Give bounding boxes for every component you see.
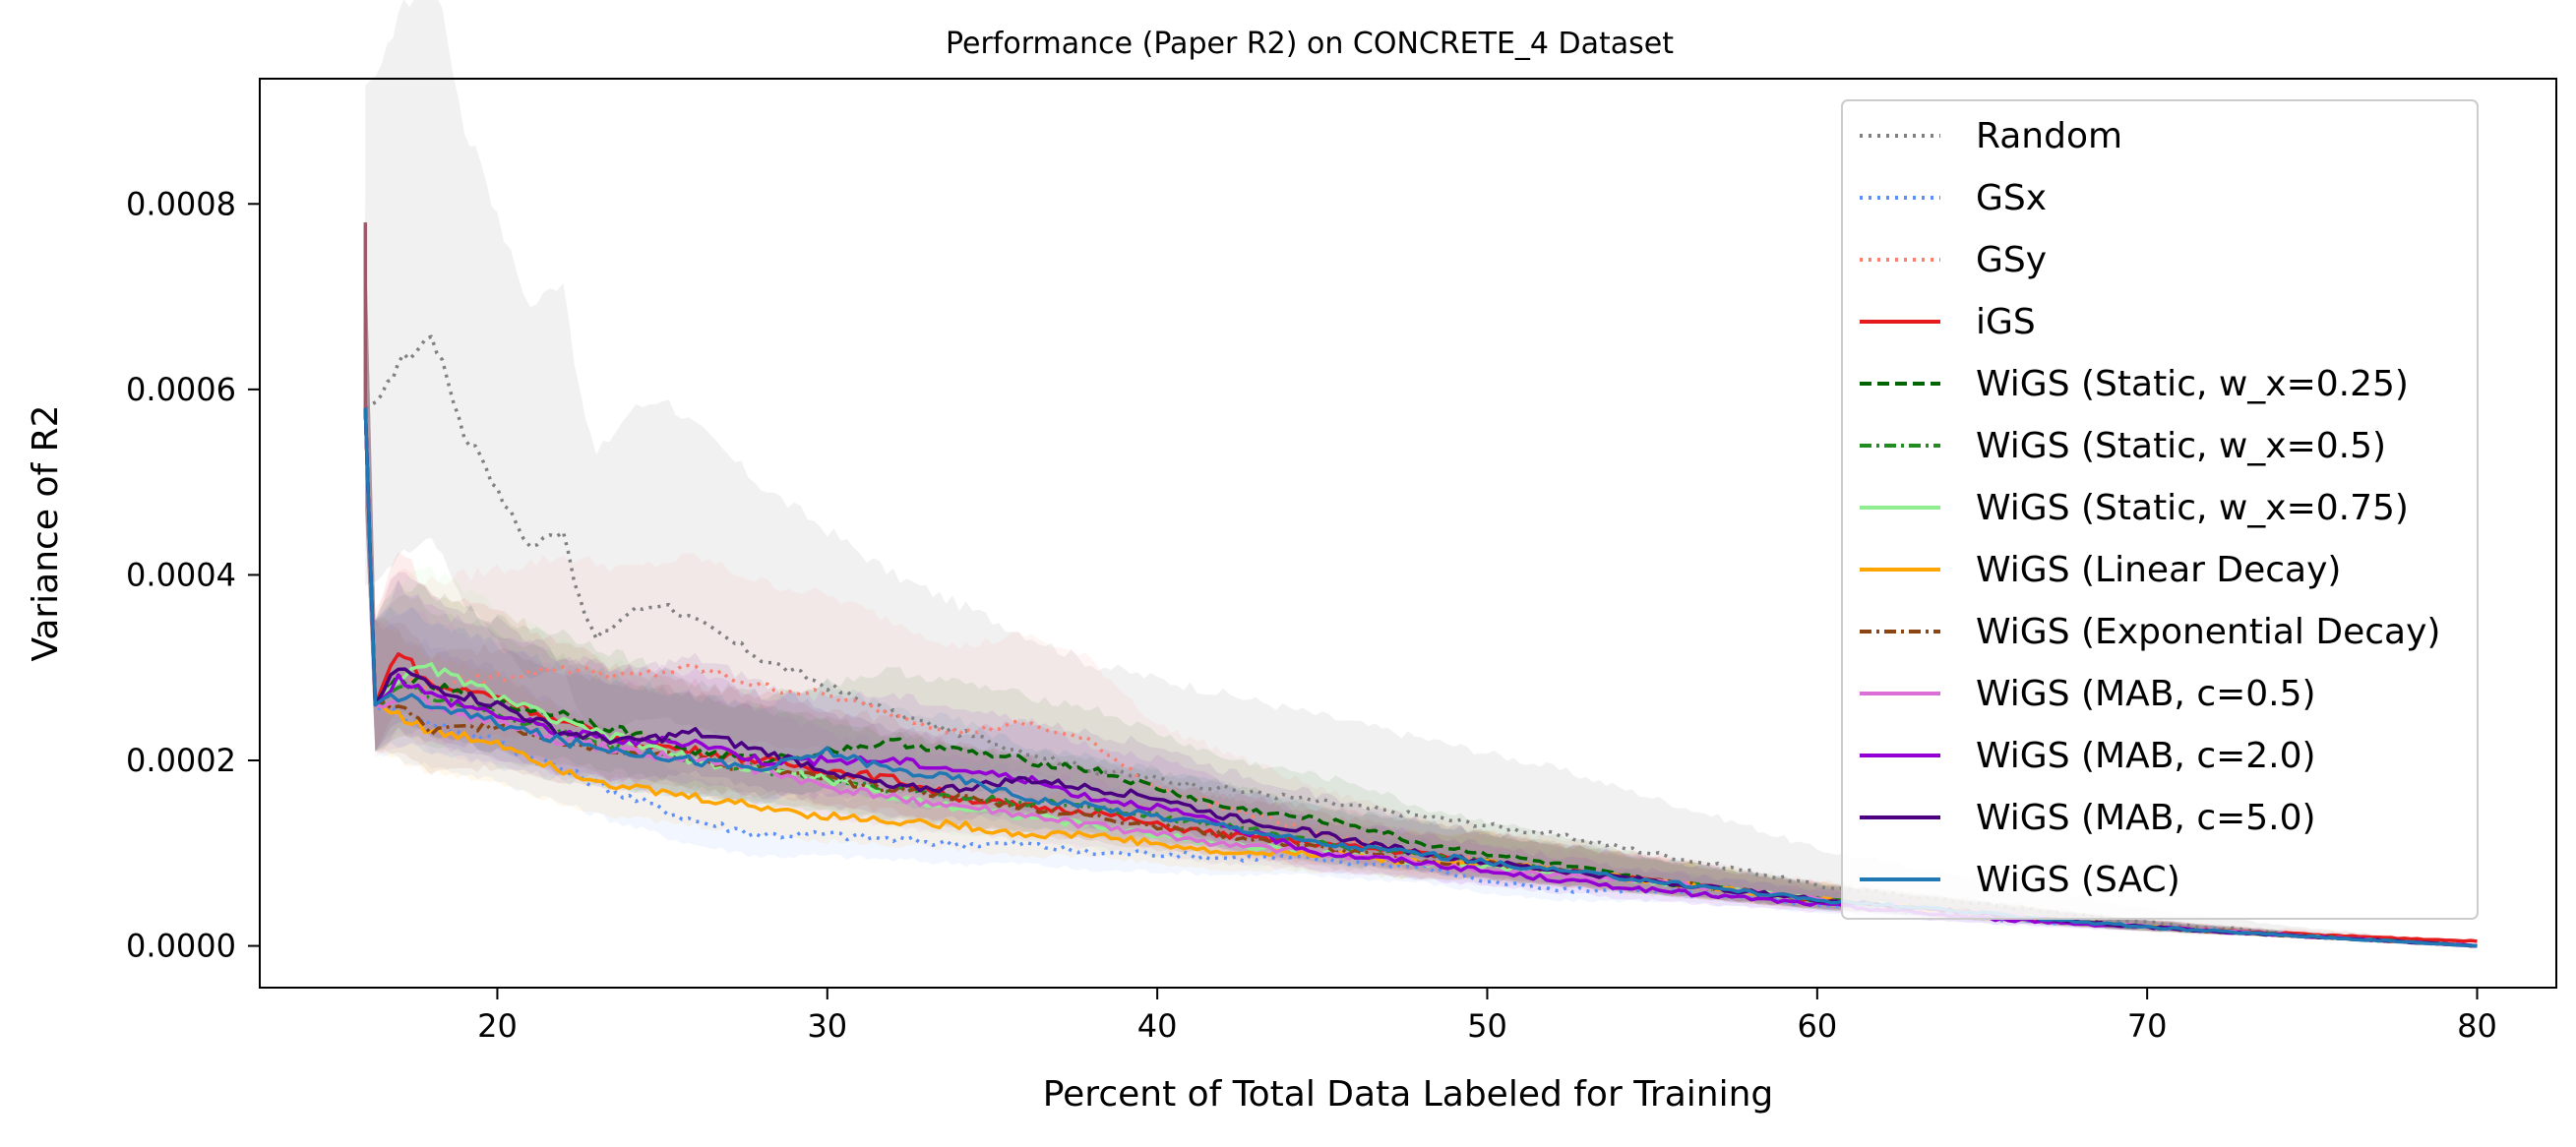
y-axis-label: Variance of R2 (26, 404, 66, 661)
series-line-wigs-sac (363, 407, 2478, 948)
y-tick-label: 0.0002 (126, 742, 236, 779)
band-wigs-static-w-x-0-5 (365, 219, 2478, 946)
x-tick-label: 50 (1467, 1007, 1507, 1045)
y-tick-label: 0.0004 (126, 556, 236, 593)
legend-label: WiGS (MAB, c=5.0) (1976, 798, 2316, 838)
x-axis-label: Percent of Total Data Labeled for Traini… (1043, 1074, 1774, 1115)
series-line-random (364, 334, 2478, 948)
legend-label: GSy (1976, 240, 2047, 280)
legend-label: iGS (1976, 302, 2036, 342)
band-wigs-sac (365, 219, 2478, 946)
band-wigs-static-w-x-0-75 (365, 219, 2478, 946)
x-tick-label: 30 (807, 1007, 847, 1045)
legend: Random GSx GSy iGS WiGS (Static, w_x=0.25) Wi… (1841, 99, 2479, 920)
x-axis: 20 30 40 50 60 70 80 (477, 988, 2497, 1045)
chart-title: Performance (Paper R2) on CONCRETE_4 Dat… (946, 27, 1674, 61)
y-tick-label: 0.0006 (126, 371, 236, 408)
band-igs (365, 219, 2478, 942)
legend-label: WiGS (Static, w_x=0.25) (1976, 364, 2409, 404)
x-tick-label: 70 (2127, 1007, 2168, 1045)
legend-label: WiGS (MAB, c=2.0) (1976, 736, 2316, 776)
legend-label: WiGS (SAC) (1976, 860, 2180, 900)
plot-frame (259, 78, 2557, 989)
band-wigs-mab-c-5-0 (365, 219, 2478, 946)
y-axis: 0.0000 0.0002 0.0004 0.0006 0.0008 (126, 185, 260, 965)
x-tick-label: 80 (2457, 1007, 2497, 1045)
legend-label: WiGS (Static, w_x=0.5) (1976, 426, 2386, 466)
legend-label: Random (1976, 116, 2122, 156)
legend-label: WiGS (MAB, c=0.5) (1976, 674, 2316, 714)
band-wigs-mab-c-0-5 (365, 219, 2478, 946)
series-lines (363, 222, 2478, 948)
legend-label: WiGS (Static, w_x=0.75) (1976, 488, 2409, 528)
x-tick-label: 20 (477, 1007, 518, 1045)
x-tick-label: 60 (1797, 1007, 1837, 1045)
band-wigs-exponential-decay (365, 219, 2478, 946)
legend-label: WiGS (Exponential Decay) (1976, 612, 2440, 652)
legend-label: GSx (1976, 178, 2047, 218)
band-wigs-mab-c-2-0 (365, 219, 2478, 946)
band-wigs-static-w-x-0-25 (365, 219, 2478, 946)
legend-label: WiGS (Linear Decay) (1976, 550, 2341, 590)
y-tick-label: 0.0000 (126, 928, 236, 965)
x-tick-label: 40 (1137, 1007, 1178, 1045)
legend-box (1841, 99, 2479, 920)
y-tick-label: 0.0008 (126, 185, 236, 222)
